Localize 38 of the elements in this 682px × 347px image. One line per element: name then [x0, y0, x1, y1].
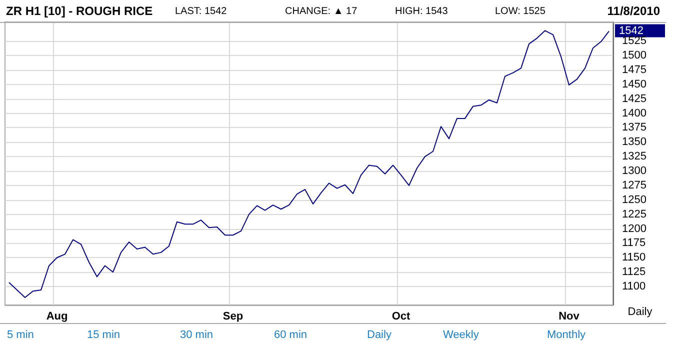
text: Daily [626, 306, 654, 318]
x-tick-label: Oct [392, 310, 410, 322]
text: 30 min [180, 329, 214, 341]
text: 15 min [87, 329, 120, 341]
chart-title: ZR H1 [10] - ROUGH RICE [6, 4, 153, 18]
x-tick-label: Sep [222, 310, 244, 322]
text: HIGH: 1543 [395, 6, 448, 17]
y-tick-label: 1450 [622, 78, 646, 90]
y-tick-label: 1525 [622, 35, 646, 48]
y-tick-label: 1275 [622, 179, 646, 192]
y-tick-label: 1350 [622, 136, 646, 148]
y-tick-label: 1475 [622, 64, 646, 76]
text: 1542 [619, 25, 644, 38]
text: CHANGE: ▲ 17 [285, 6, 358, 17]
y-tick-label: 1225 [622, 208, 646, 220]
y-tick-label: 1500 [622, 50, 646, 62]
x-tick-label: Aug [46, 310, 68, 322]
text: 5 min [7, 329, 34, 341]
text: Daily [367, 329, 392, 341]
y-tick-label: 1375 [622, 122, 646, 134]
y-tick-label: 1425 [622, 92, 646, 105]
y-tick-label: 1300 [622, 165, 646, 178]
text: LAST: 1542 [175, 6, 227, 17]
text: Monthly [547, 329, 586, 341]
text: LOW: 1525 [495, 6, 546, 17]
text: 60 min [274, 329, 308, 341]
x-tick-label: Nov [558, 310, 580, 322]
y-tick-label: 1200 [622, 222, 646, 235]
text: 11/8/2010 [607, 4, 660, 18]
text: Weekly [443, 329, 479, 341]
y-tick-label: 1325 [622, 150, 646, 163]
y-tick-label: 1125 [622, 266, 646, 278]
y-tick-label: 1175 [622, 237, 646, 250]
line-series [8, 30, 610, 298]
y-tick-label: 1150 [622, 252, 646, 264]
y-tick-label: 1400 [622, 107, 646, 120]
y-tick-label: 1250 [622, 194, 646, 206]
y-tick-label: 1100 [622, 280, 646, 293]
